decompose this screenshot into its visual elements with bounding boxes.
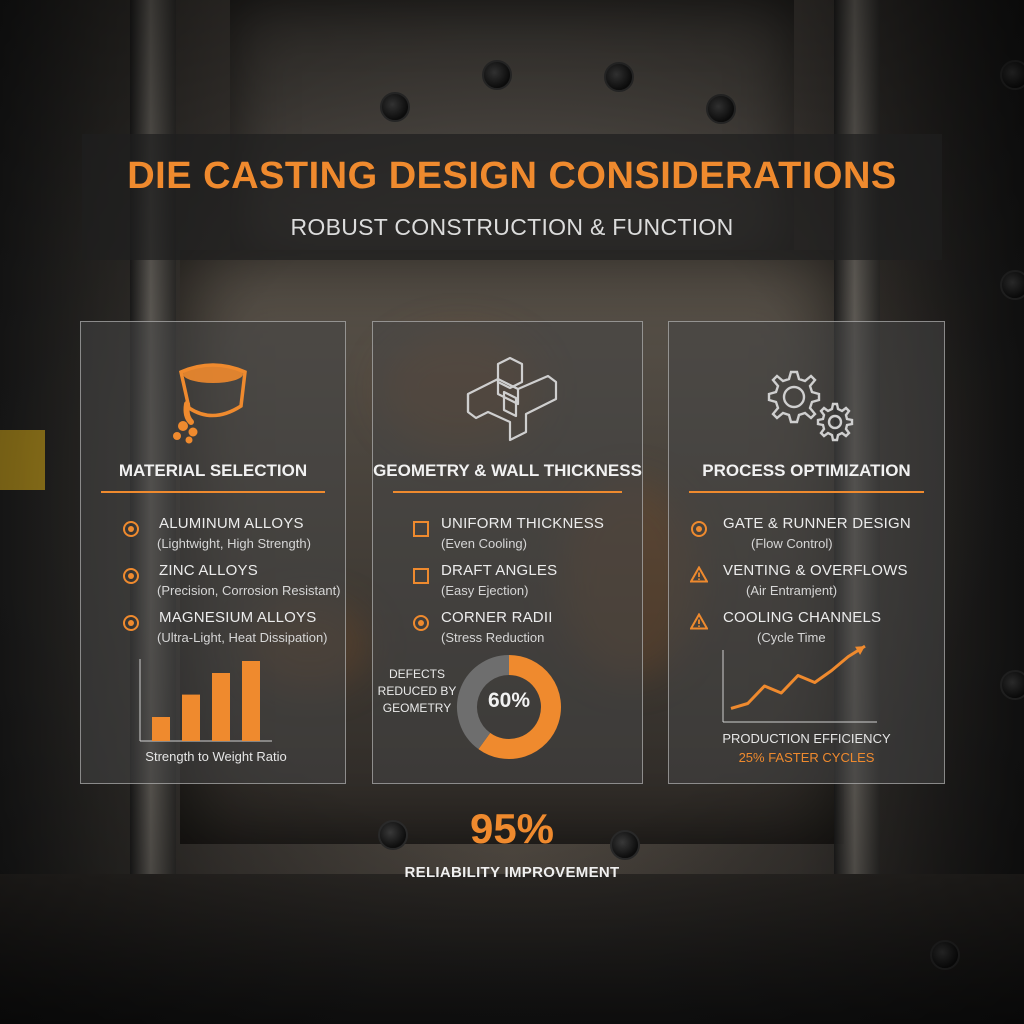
process-panel: PROCESS OPTIMIZATION GATE & RUNNER DESIG… (668, 321, 945, 784)
square-bullet-icon (413, 521, 429, 537)
bar (212, 673, 230, 741)
target-bullet-icon (123, 568, 139, 584)
warning-triangle-icon (690, 566, 708, 583)
header-band (82, 134, 942, 260)
page-subtitle: ROBUST CONSTRUCTION & FUNCTION (290, 214, 734, 240)
item-subtitle: (Flow Control) (751, 536, 833, 551)
item-subtitle: (Even Cooling) (441, 536, 527, 551)
item-subtitle: (Ultra-Light, Heat Dissipation) (157, 630, 328, 645)
item-subtitle: (Air Entramjent) (746, 583, 838, 598)
item-title: COOLING CHANNELS (723, 609, 882, 626)
trend-arrowhead (855, 646, 865, 655)
item-subtitle: (Stress Reduction (441, 630, 545, 645)
panel-title: PROCESS OPTIMIZATION (702, 461, 911, 480)
warning-triangle-icon (690, 613, 708, 630)
panel-divider (689, 491, 924, 493)
item-title: UNIFORM THICKNESS (441, 515, 605, 532)
item-subtitle: (Lightwight, High Strength) (157, 536, 311, 551)
target-bullet-icon (413, 615, 429, 631)
item-title: DRAFT ANGLES (441, 562, 558, 579)
item-title: ALUMINUM ALLOYS (159, 515, 304, 532)
bar-chart-xlabel: Strength to Weight Ratio (145, 749, 287, 764)
donut-slice (478, 655, 561, 759)
target-bullet-icon (123, 521, 139, 537)
item-title: CORNER RADII (441, 609, 553, 626)
reliability-stat-label: RELIABILITY IMPROVEMENT (404, 864, 620, 881)
item-subtitle: (Easy Ejection) (441, 583, 529, 598)
item-subtitle: (Cycle Time (757, 630, 826, 645)
molten-metal-ladle-icon (163, 354, 263, 449)
bar (152, 717, 170, 741)
bar (182, 694, 200, 741)
panel-title: MATERIAL SELECTION (118, 461, 308, 480)
material-selection-panel: MATERIAL SELECTION ALUMINUM ALLOYS (Ligh… (80, 321, 346, 784)
gears-icon (747, 354, 867, 449)
panel-divider (101, 491, 325, 493)
defects-donut-chart (457, 655, 561, 759)
item-subtitle: (Precision, Corrosion Resistant) (157, 583, 341, 598)
donut-slice (457, 655, 510, 750)
mold-part-geometry-icon (448, 354, 568, 449)
panel-divider (393, 491, 622, 493)
item-title: ZINC ALLOYS (159, 562, 258, 579)
panel-title: GEOMETRY & WALL THICKNESS (373, 461, 642, 480)
geometry-panel: GEOMETRY & WALL THICKNESS UNIFORM THICKN… (372, 321, 643, 784)
page-title: DIE CASTING DESIGN CONSIDERATIONS (127, 155, 897, 197)
item-title: GATE & RUNNER DESIGN (723, 515, 911, 532)
reliability-stat-value: 95% (469, 805, 555, 852)
target-bullet-icon (123, 615, 139, 631)
line-chart-caption: 25% FASTER CYCLES (669, 750, 944, 765)
donut-chart-title: DEFECTS REDUCED BY GEOMETRY (377, 667, 457, 715)
item-title: VENTING & OVERFLOWS (723, 562, 908, 579)
bar (242, 661, 260, 741)
production-efficiency-line-chart (722, 644, 877, 723)
donut-center-label: 60% (487, 689, 531, 712)
series-line (730, 644, 866, 710)
target-bullet-icon (691, 521, 707, 537)
strength-weight-bar-chart (139, 659, 272, 742)
square-bullet-icon (413, 568, 429, 584)
item-title: MAGNESIUM ALLOYS (159, 609, 317, 626)
line-chart-caption-text: 25% FASTER CYCLES (738, 750, 875, 765)
line-chart-title: PRODUCTION EFFICIENCY (722, 731, 891, 746)
